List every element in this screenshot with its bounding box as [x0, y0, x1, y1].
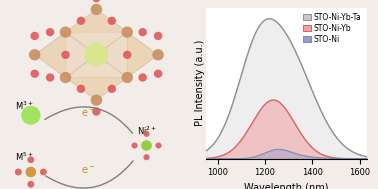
Legend: STO-Ni-Yb-Ta, STO-Ni-Yb, STO-Ni: STO-Ni-Yb-Ta, STO-Ni-Yb, STO-Ni: [301, 11, 363, 45]
Polygon shape: [65, 9, 127, 55]
Text: M$^{3+}$: M$^{3+}$: [15, 100, 34, 112]
Circle shape: [132, 143, 138, 149]
Polygon shape: [65, 9, 127, 32]
Circle shape: [123, 51, 132, 59]
Circle shape: [91, 94, 102, 106]
Circle shape: [77, 17, 85, 25]
Circle shape: [77, 85, 85, 93]
Circle shape: [85, 43, 108, 66]
Circle shape: [108, 85, 116, 93]
Circle shape: [27, 181, 34, 188]
Circle shape: [143, 154, 150, 160]
Circle shape: [25, 167, 36, 177]
Y-axis label: PL Intensity (a.u.): PL Intensity (a.u.): [195, 40, 204, 126]
Circle shape: [143, 131, 150, 137]
Text: Ni$^{2+}$: Ni$^{2+}$: [137, 124, 157, 137]
Polygon shape: [65, 55, 127, 100]
Circle shape: [40, 169, 47, 175]
Circle shape: [92, 107, 101, 116]
FancyArrowPatch shape: [46, 161, 133, 188]
Circle shape: [154, 32, 162, 40]
Circle shape: [121, 72, 133, 83]
Circle shape: [31, 70, 39, 78]
Circle shape: [141, 140, 152, 151]
Circle shape: [60, 26, 71, 38]
Circle shape: [91, 4, 102, 15]
Circle shape: [152, 49, 164, 60]
Circle shape: [121, 26, 133, 38]
Circle shape: [31, 32, 39, 40]
Polygon shape: [35, 32, 96, 77]
Circle shape: [154, 70, 162, 78]
Circle shape: [138, 28, 147, 36]
Circle shape: [138, 73, 147, 82]
Circle shape: [60, 72, 71, 83]
Circle shape: [85, 43, 108, 66]
Circle shape: [27, 156, 34, 163]
Circle shape: [92, 0, 101, 2]
Circle shape: [155, 143, 161, 149]
Circle shape: [46, 73, 54, 82]
Text: M$^{5+}$: M$^{5+}$: [15, 151, 34, 163]
Circle shape: [21, 106, 40, 125]
Text: e$^-$: e$^-$: [82, 165, 96, 176]
Circle shape: [21, 106, 40, 125]
FancyArrowPatch shape: [45, 107, 132, 133]
Circle shape: [46, 28, 54, 36]
Text: e$^-$: e$^-$: [82, 108, 96, 119]
Circle shape: [61, 51, 70, 59]
Polygon shape: [96, 32, 158, 77]
Polygon shape: [127, 32, 158, 77]
Polygon shape: [35, 32, 65, 77]
Polygon shape: [65, 77, 127, 100]
Circle shape: [15, 169, 22, 175]
Circle shape: [29, 49, 40, 60]
Circle shape: [108, 17, 116, 25]
X-axis label: Wavelength (nm): Wavelength (nm): [244, 183, 328, 189]
